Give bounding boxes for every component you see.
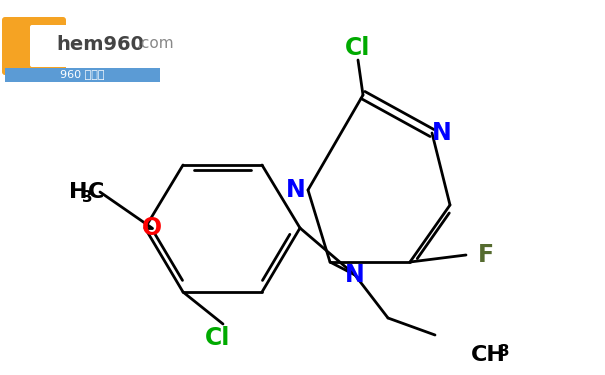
Text: hem960: hem960 <box>56 34 144 54</box>
Text: Cl: Cl <box>345 36 371 60</box>
Text: 960 化工网: 960 化工网 <box>60 69 104 79</box>
Text: O: O <box>142 216 162 240</box>
FancyBboxPatch shape <box>30 25 69 67</box>
Text: C: C <box>88 182 104 202</box>
Text: Cl: Cl <box>205 326 231 350</box>
Text: F: F <box>478 243 494 267</box>
Text: 3: 3 <box>82 189 93 204</box>
Bar <box>5 68 160 82</box>
FancyBboxPatch shape <box>2 17 66 75</box>
Text: .com: .com <box>136 36 174 51</box>
Text: N: N <box>432 121 452 145</box>
Text: N: N <box>345 263 365 287</box>
Text: H: H <box>69 182 87 202</box>
Text: N: N <box>286 178 306 202</box>
Text: CH: CH <box>471 345 505 365</box>
Text: 3: 3 <box>499 344 509 358</box>
